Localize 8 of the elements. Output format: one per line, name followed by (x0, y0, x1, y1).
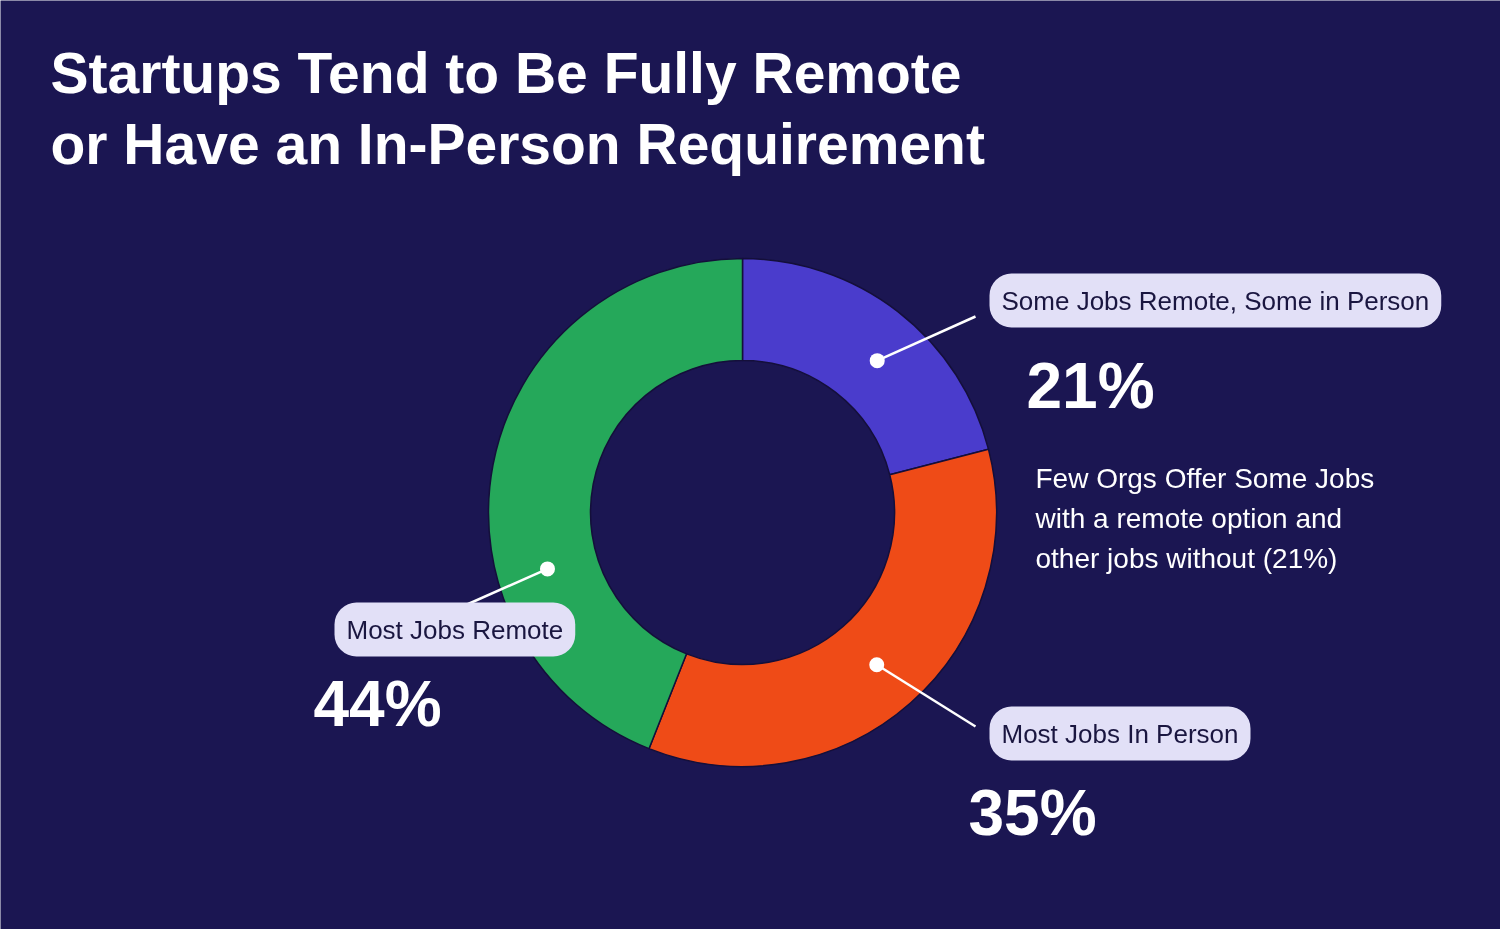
slice-label: Most Jobs In Person (1001, 718, 1239, 749)
data-label: 21% (1026, 349, 1155, 422)
text: Few Orgs Offer Some Jobs with a remote option and other jobs without (21%) (1034, 462, 1375, 575)
slice-label: Most Jobs Remote (346, 614, 564, 645)
chart-title: Startups Tend to Be Fully Remote or Have an In-Person Requirement (50, 40, 985, 177)
data-label: 35% (968, 776, 1097, 849)
slice-label: Some Jobs Remote, Some in Person (1001, 285, 1430, 316)
data-label: 44% (313, 667, 442, 740)
